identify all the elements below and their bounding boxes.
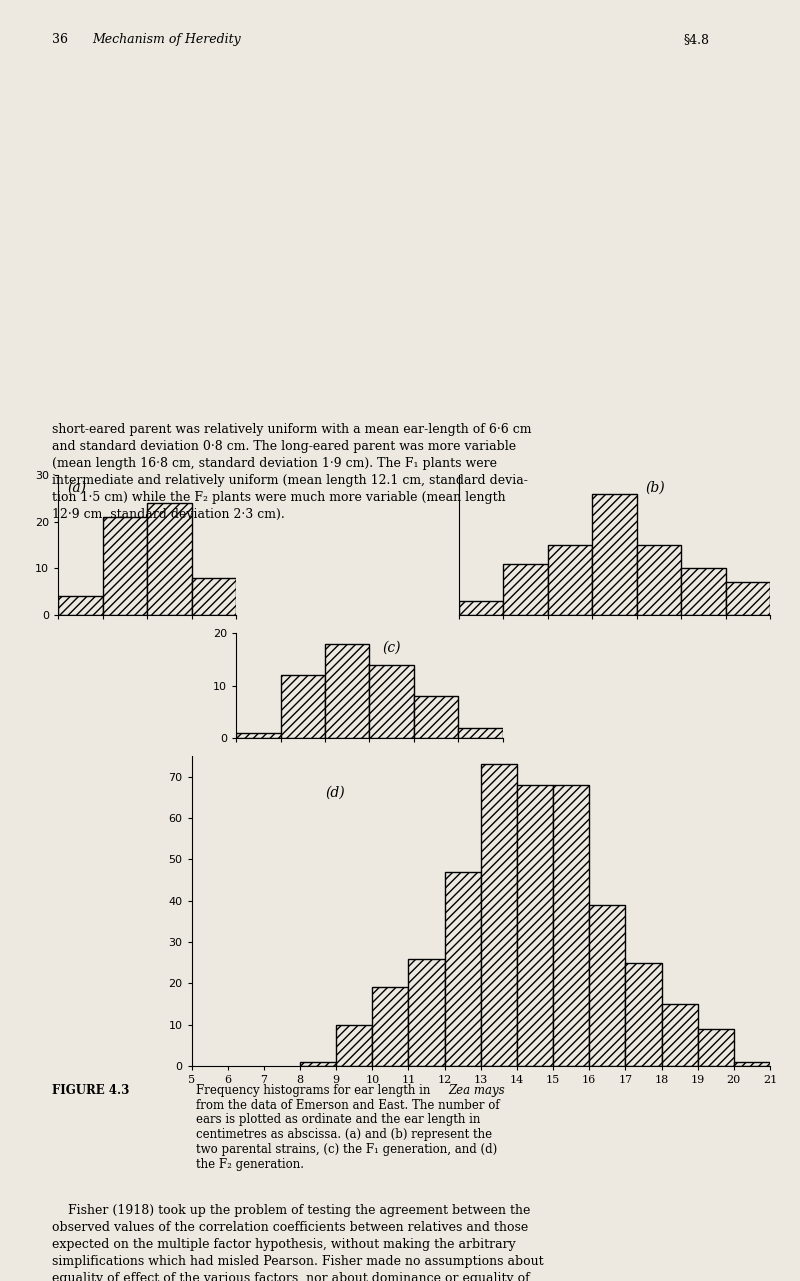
Bar — [626, 962, 662, 1066]
Bar — [517, 785, 553, 1066]
Bar — [325, 643, 370, 738]
Bar — [698, 1029, 734, 1066]
Bar — [592, 493, 637, 615]
Text: centimetres as abscissa. (a) and (b) represent the: centimetres as abscissa. (a) and (b) rep… — [196, 1129, 492, 1141]
Bar — [503, 564, 547, 615]
Text: from the data of Emerson and East. The number of: from the data of Emerson and East. The n… — [196, 1099, 500, 1112]
Bar — [300, 1062, 336, 1066]
Text: (a): (a) — [67, 480, 86, 494]
Bar — [481, 765, 517, 1066]
Bar — [147, 503, 191, 615]
Bar — [458, 728, 503, 738]
Text: 36: 36 — [52, 33, 68, 46]
Text: (c): (c) — [383, 640, 402, 655]
Text: (b): (b) — [646, 480, 665, 494]
Bar — [458, 601, 503, 615]
Text: Mechanism of Heredity: Mechanism of Heredity — [92, 33, 241, 46]
Bar — [372, 988, 409, 1066]
Bar — [681, 569, 726, 615]
Text: Frequency histograms for ear length in: Frequency histograms for ear length in — [196, 1084, 434, 1097]
Text: Zea mays: Zea mays — [448, 1084, 505, 1097]
Bar — [281, 675, 325, 738]
Bar — [637, 544, 681, 615]
Bar — [102, 518, 147, 615]
Bar — [409, 958, 445, 1066]
Text: short-eared parent was relatively uniform with a mean ear-length of 6·6 cm
and s: short-eared parent was relatively unifor… — [52, 423, 531, 521]
Bar — [236, 733, 281, 738]
Bar — [553, 785, 590, 1066]
Bar — [370, 665, 414, 738]
Text: the F₂ generation.: the F₂ generation. — [196, 1158, 304, 1171]
Bar — [726, 583, 770, 615]
Text: FIGURE 4.3: FIGURE 4.3 — [52, 1084, 130, 1097]
Bar — [662, 1004, 698, 1066]
Text: ears is plotted as ordinate and the ear length in: ears is plotted as ordinate and the ear … — [196, 1113, 480, 1126]
Text: (d): (d) — [326, 785, 346, 799]
Bar — [58, 597, 102, 615]
Bar — [547, 544, 592, 615]
Text: §4.8: §4.8 — [684, 33, 710, 46]
Text: two parental strains, (c) the F₁ generation, and (d): two parental strains, (c) the F₁ generat… — [196, 1143, 498, 1155]
Bar — [191, 578, 236, 615]
Bar — [414, 696, 458, 738]
Text: Fisher (1918) took up the problem of testing the agreement between the
observed : Fisher (1918) took up the problem of tes… — [52, 1204, 546, 1281]
Bar — [590, 904, 626, 1066]
Bar — [445, 872, 481, 1066]
Bar — [734, 1062, 770, 1066]
Bar — [336, 1025, 372, 1066]
